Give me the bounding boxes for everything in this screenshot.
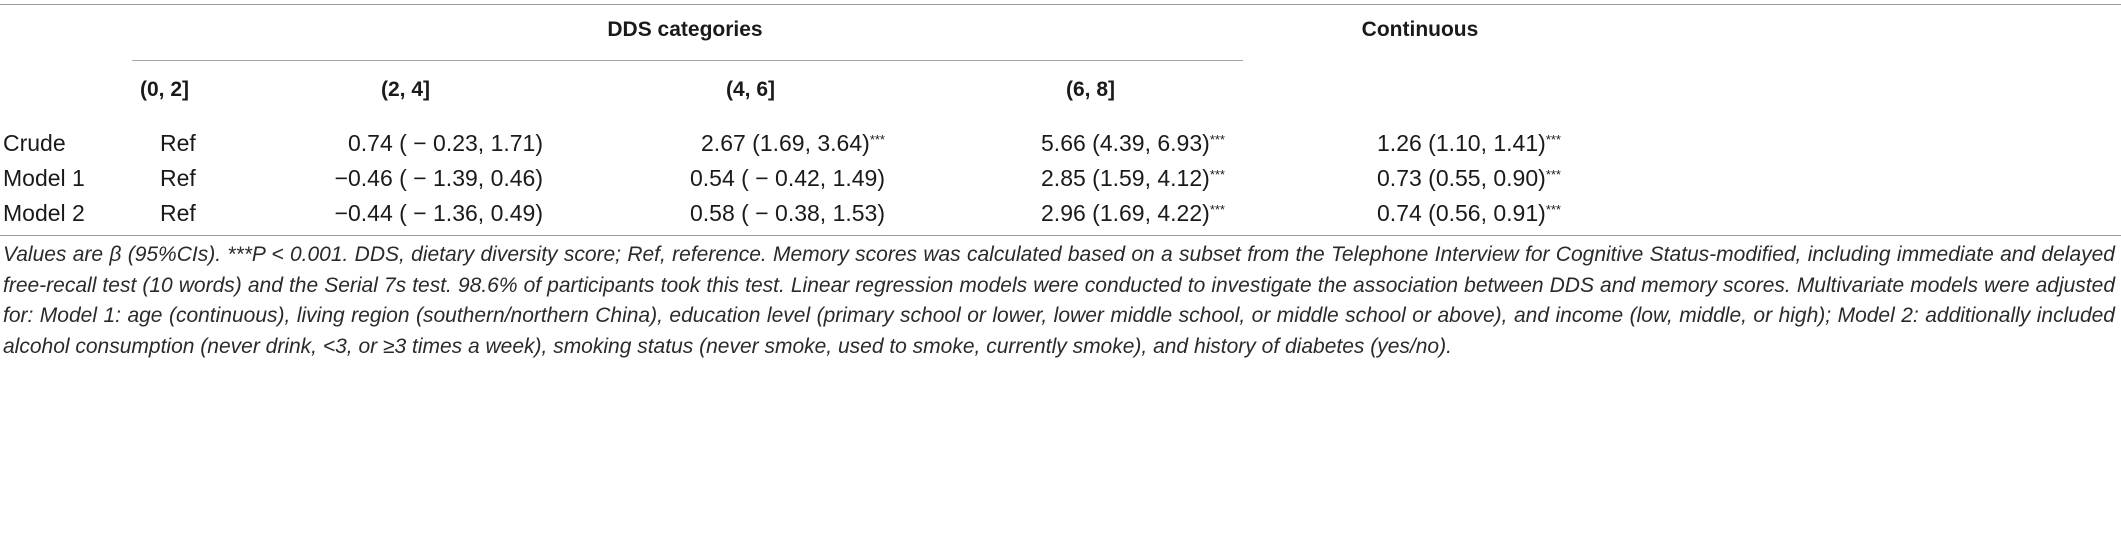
table-bottom-rule: [0, 235, 2121, 236]
table-cell: −0.44 ( − 1.36, 0.49): [334, 200, 543, 226]
table-cell: 0.73 (0.55, 0.90)***: [1377, 165, 1561, 191]
table-footnote: Values are β (95%CIs). ***P < 0.001. DDS…: [3, 243, 2115, 358]
column-header-4-6: (4, 6]: [726, 78, 776, 101]
table-cell: 2.96 (1.69, 4.22)***: [1041, 200, 1225, 226]
table-cell: 0.58 ( − 0.38, 1.53): [690, 200, 885, 226]
row-label-crude: Crude: [3, 130, 66, 156]
table-cell: Ref: [160, 130, 196, 156]
column-header-0-2: (0, 2]: [140, 78, 190, 101]
table-top-rule: [0, 4, 2121, 5]
group-header-dds-categories: DDS categories: [607, 18, 763, 41]
table-cell: 2.85 (1.59, 4.12)***: [1041, 165, 1225, 191]
table-cell: 0.54 ( − 0.42, 1.49): [690, 165, 885, 191]
row-label-model-2: Model 2: [3, 200, 85, 226]
table-cell: 1.26 (1.10, 1.41)***: [1377, 130, 1561, 156]
column-header-2-4: (2, 4]: [381, 78, 431, 101]
column-header-6-8: (6, 8]: [1066, 78, 1116, 101]
dds-categories-underline: [132, 60, 1243, 61]
table-cell: Ref: [160, 200, 196, 226]
group-header-continuous: Continuous: [1361, 18, 1479, 41]
table-cell: 5.66 (4.39, 6.93)***: [1041, 130, 1225, 156]
table-cell: 0.74 ( − 0.23, 1.71): [348, 130, 543, 156]
table-cell: −0.46 ( − 1.39, 0.46): [334, 165, 543, 191]
row-label-model-1: Model 1: [3, 165, 85, 191]
table-cell: 2.67 (1.69, 3.64)***: [701, 130, 885, 156]
table-cell: 0.74 (0.56, 0.91)***: [1377, 200, 1561, 226]
table-cell: Ref: [160, 165, 196, 191]
